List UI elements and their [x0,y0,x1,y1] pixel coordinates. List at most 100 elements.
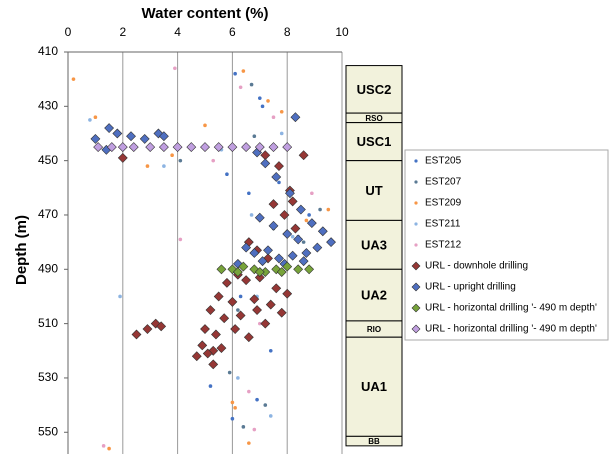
point [93,115,98,119]
point [255,397,259,402]
point [227,296,238,307]
point [285,188,295,199]
point [310,191,314,196]
point [118,294,122,299]
point [236,308,240,312]
legend-label: EST207 [425,177,462,188]
point [145,142,156,152]
point [271,115,276,119]
legend-marker [411,303,421,313]
point [158,142,169,152]
point [293,234,304,245]
point [162,164,166,168]
point [211,158,216,163]
point [178,158,183,163]
point [268,220,279,231]
stratum-label: UA1 [361,379,387,394]
point [203,123,207,128]
point [106,142,117,152]
point [200,324,210,334]
legend-marker [414,180,418,184]
point [208,384,213,388]
stratum-label: RSO [365,114,382,123]
x-tick-label: 10 [335,25,349,39]
point [107,446,111,451]
point [173,66,177,71]
point [71,77,76,81]
point [227,370,232,375]
point [238,294,243,299]
point [232,267,243,277]
y-tick-label: 510 [38,316,58,330]
point [290,112,301,123]
point [230,324,241,334]
point [241,242,252,253]
point [252,305,262,315]
stratum [345,219,403,270]
point [276,307,287,318]
point [216,343,227,353]
point [178,237,183,242]
point [131,329,142,340]
point [279,131,284,136]
y-tick-label: 530 [38,370,58,384]
point [282,288,293,299]
point [287,196,298,207]
point [265,299,276,310]
legend-label: URL - upright drilling [425,282,516,293]
point [200,142,210,152]
point [249,213,254,217]
stratum [345,122,403,162]
point [254,272,265,283]
point [186,142,197,152]
point [298,256,309,267]
legend-label: URL - downhole drilling [425,261,528,272]
point [301,240,306,244]
point [260,158,271,169]
point [213,142,224,152]
point [312,242,323,253]
point [241,69,246,73]
point [238,85,243,90]
point [298,150,309,161]
point [266,99,270,103]
x-tick-label: 0 [65,25,72,39]
point [208,359,219,370]
point [126,131,136,142]
point [249,82,254,87]
legend-marker [411,261,421,271]
point [271,283,282,294]
y-tick-label: 490 [38,261,58,275]
point [227,142,238,152]
y-tick-label: 430 [38,98,58,112]
legend-marker [414,201,418,205]
point [156,321,167,332]
point [247,389,251,394]
point [241,425,246,429]
point [221,277,232,288]
point [145,164,150,168]
point [279,109,284,114]
point [117,142,128,152]
point [268,414,273,418]
legend-marker [411,324,421,334]
legend-label: EST212 [425,240,462,251]
x-tick-label: 8 [284,25,291,39]
stratum [345,435,403,447]
point [252,134,257,139]
point [202,348,213,359]
point [258,96,262,100]
y-tick-label: 550 [38,424,58,438]
point [213,291,224,302]
legend-label: EST209 [425,198,462,209]
point [112,128,123,139]
point [274,253,284,264]
point [211,329,221,340]
point [282,229,293,239]
y-axis-title: Depth (m) [13,215,30,285]
point [254,212,265,223]
legend-marker [414,222,418,226]
point [254,267,265,277]
legend-label: URL - horizontal drilling '- 490 m depth… [425,303,597,314]
